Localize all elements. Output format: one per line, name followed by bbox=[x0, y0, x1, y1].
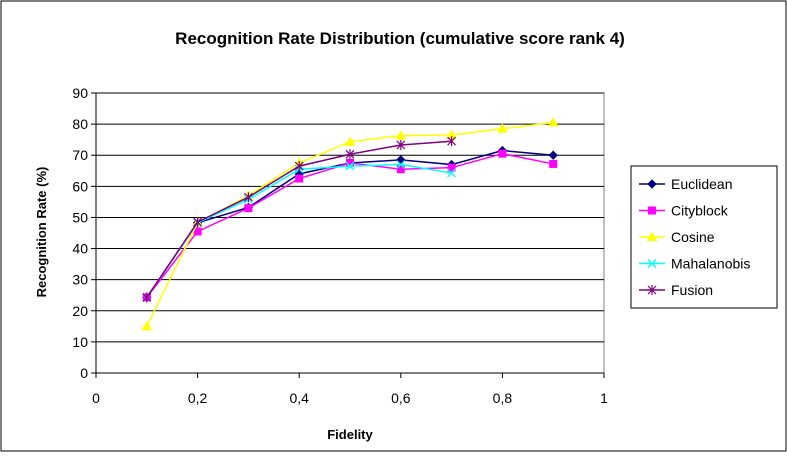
data-point-cityblock bbox=[396, 165, 405, 174]
data-point-fusion bbox=[142, 292, 152, 303]
legend-marker-fusion bbox=[647, 285, 657, 295]
y-tick-label: 10 bbox=[72, 334, 88, 350]
data-point-mahalanobis bbox=[447, 168, 457, 178]
data-point-fusion bbox=[345, 149, 355, 160]
legend: Euclidean Cityblock Cosine Mahalanobis Fusio… bbox=[630, 165, 778, 309]
y-tick-label: 70 bbox=[72, 147, 88, 163]
y-tick-label: 90 bbox=[72, 85, 88, 101]
legend-item-cityblock: Cityblock bbox=[639, 203, 729, 219]
data-point-fusion bbox=[447, 136, 457, 147]
data-point-cosine bbox=[344, 136, 356, 146]
x-tick-label: 0,6 bbox=[391, 390, 411, 406]
legend-marker-mahalanobis bbox=[647, 259, 657, 268]
x-tick-label: 0,4 bbox=[289, 390, 309, 406]
legend-label-cosine: Cosine bbox=[671, 229, 715, 245]
x-tick-labels: 0 0,2 0,4 0,6 0,8 1 bbox=[92, 390, 608, 406]
data-point-cosine bbox=[141, 320, 153, 331]
data-point-mahalanobis bbox=[396, 160, 406, 170]
y-tick-label: 60 bbox=[72, 178, 88, 194]
legend-marker-cityblock bbox=[648, 206, 656, 215]
y-tick-label: 80 bbox=[72, 116, 88, 132]
legend-item-cosine: Cosine bbox=[639, 229, 715, 245]
data-point-cosine bbox=[547, 117, 559, 127]
legend-item-mahalanobis: Mahalanobis bbox=[639, 256, 750, 272]
legend-item-euclidean: Euclidean bbox=[639, 176, 733, 192]
gridlines bbox=[96, 92, 604, 343]
chart-title: Recognition Rate Distribution (cumulativ… bbox=[175, 29, 625, 48]
data-point-cosine bbox=[497, 123, 508, 133]
y-tick-label: 40 bbox=[72, 241, 88, 257]
data-point-mahalanobis bbox=[345, 161, 355, 171]
y-axis-label: Recognition Rate (%) bbox=[34, 167, 49, 298]
series-fusion bbox=[142, 136, 457, 303]
x-tick-label: 0,8 bbox=[493, 390, 513, 406]
legend-label-cityblock: Cityblock bbox=[671, 203, 729, 219]
y-tick-label: 0 bbox=[80, 365, 88, 381]
legend-item-fusion: Fusion bbox=[639, 282, 713, 298]
legend-label-mahalanobis: Mahalanobis bbox=[671, 256, 750, 272]
x-tick-label: 1 bbox=[600, 390, 608, 406]
data-point-fusion bbox=[243, 192, 253, 203]
legend-label-fusion: Fusion bbox=[671, 282, 713, 298]
data-point-cityblock bbox=[549, 159, 558, 168]
plot-area bbox=[95, 92, 605, 374]
x-axis-label: Fidelity bbox=[327, 427, 373, 442]
x-tick-label: 0 bbox=[92, 390, 100, 406]
data-point-cityblock bbox=[498, 149, 507, 158]
y-tick-labels: 0 10 20 30 40 50 60 70 80 90 bbox=[72, 85, 88, 381]
x-tick-label: 0,2 bbox=[188, 390, 208, 406]
legend-marker-cosine bbox=[646, 231, 658, 241]
legend-label-euclidean: Euclidean bbox=[671, 176, 733, 192]
data-point-fusion bbox=[294, 161, 304, 172]
data-point-cityblock bbox=[244, 204, 253, 213]
legend-marker-euclidean bbox=[647, 179, 657, 189]
data-point-cityblock bbox=[447, 163, 456, 172]
series-layer bbox=[141, 117, 559, 331]
data-point-fusion bbox=[396, 139, 406, 150]
series-cityblock bbox=[142, 149, 558, 302]
y-tick-label: 50 bbox=[72, 209, 88, 225]
data-point-euclidean bbox=[548, 150, 558, 160]
y-tick-label: 30 bbox=[72, 272, 88, 288]
data-point-fusion bbox=[193, 217, 203, 228]
y-tick-label: 20 bbox=[72, 303, 88, 319]
data-point-cityblock bbox=[295, 174, 304, 183]
axes bbox=[91, 92, 605, 378]
data-point-cosine bbox=[395, 130, 407, 140]
